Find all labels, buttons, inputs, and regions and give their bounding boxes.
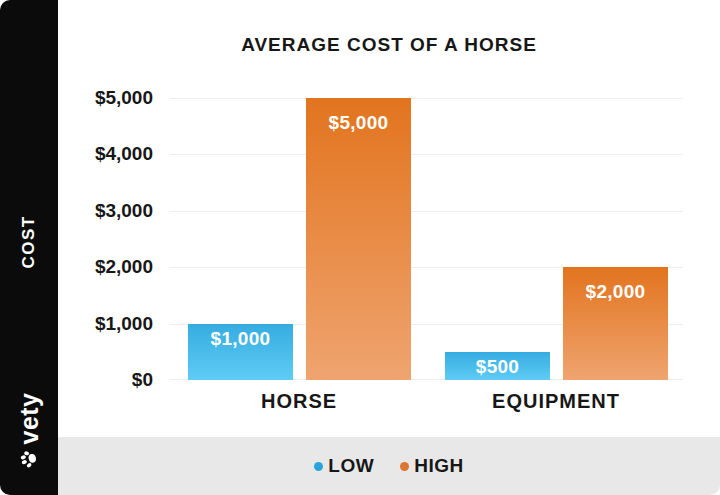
category-label-equipment: EQUIPMENT (431, 390, 681, 413)
infographic-card: COST vety AVERAGE COST OF A HORSE $ (0, 0, 720, 495)
gridline (170, 154, 683, 155)
y-axis-title-wrap: COST (0, 187, 58, 297)
bar-horse-low: $1,000 (188, 324, 293, 380)
plot-area: $1,000 $5,000 $500 $2,000 (170, 98, 683, 380)
brand-name: vety (15, 392, 44, 444)
bar-horse-high: $5,000 (306, 98, 411, 380)
y-tick-label: $0 (132, 370, 153, 390)
y-axis-title: COST (19, 215, 39, 268)
y-tick-label: $5,000 (95, 88, 153, 108)
legend-dot-high (400, 462, 409, 471)
gridline (170, 98, 683, 99)
y-tick-label: $4,000 (95, 144, 153, 164)
legend-dot-low (314, 462, 323, 471)
bar-equipment-low: $500 (445, 352, 550, 380)
y-axis-labels: $5,000 $4,000 $3,000 $2,000 $1,000 $0 (58, 98, 153, 380)
legend-label-low: LOW (328, 455, 374, 477)
sidebar: COST vety (0, 0, 58, 495)
legend-label-high: HIGH (414, 455, 464, 477)
y-tick-label: $2,000 (95, 257, 153, 277)
gridline (170, 211, 683, 212)
legend-item-low: LOW (314, 455, 374, 477)
bar-value-label: $500 (476, 356, 519, 378)
chart-title: AVERAGE COST OF A HORSE (58, 34, 720, 56)
bar-value-label: $1,000 (211, 328, 271, 350)
bar-equipment-high: $2,000 (563, 267, 668, 380)
bar-value-label: $5,000 (329, 112, 389, 134)
brand-logo: vety (0, 375, 58, 485)
chart-area: AVERAGE COST OF A HORSE $5,000 $4,000 $3… (58, 0, 720, 495)
y-tick-label: $3,000 (95, 201, 153, 221)
paw-icon (20, 449, 39, 468)
category-label-horse: HORSE (174, 390, 424, 413)
legend: LOW HIGH (58, 437, 720, 495)
legend-item-high: HIGH (400, 455, 464, 477)
bar-value-label: $2,000 (586, 281, 646, 303)
y-tick-label: $1,000 (95, 314, 153, 334)
